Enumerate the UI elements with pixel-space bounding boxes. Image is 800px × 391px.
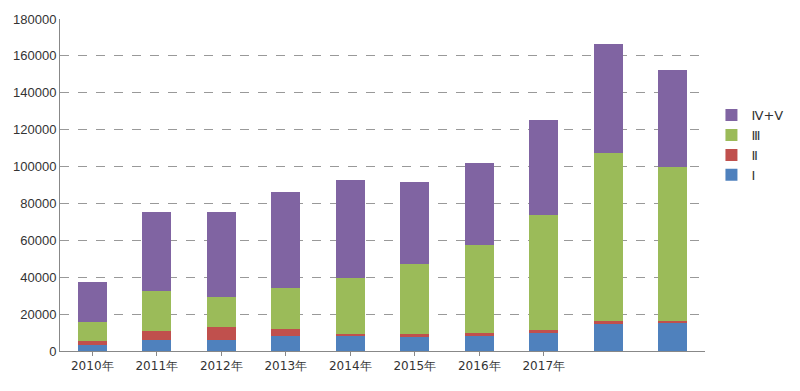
svg-text:180000: 180000 [13, 12, 56, 27]
svg-text:2013年: 2013年 [264, 359, 307, 373]
svg-text:Ⅱ: Ⅱ [751, 148, 757, 163]
svg-text:2011年: 2011年 [135, 359, 178, 373]
svg-text:100000: 100000 [13, 159, 56, 174]
svg-text:140000: 140000 [13, 85, 56, 100]
svg-text:120000: 120000 [13, 122, 56, 137]
svg-text:2014年: 2014年 [329, 359, 372, 373]
svg-text:0: 0 [49, 344, 56, 359]
svg-text:2016年: 2016年 [458, 359, 501, 373]
svg-text:2010年: 2010年 [71, 359, 114, 373]
svg-text:80000: 80000 [20, 196, 56, 211]
svg-text:2015年: 2015年 [393, 359, 436, 373]
svg-text:20000: 20000 [20, 307, 56, 322]
svg-text:40000: 40000 [20, 270, 56, 285]
svg-text:Ⅲ: Ⅲ [751, 128, 760, 143]
svg-text:Ⅳ+Ⅴ: Ⅳ+Ⅴ [751, 108, 783, 123]
svg-text:60000: 60000 [20, 233, 56, 248]
svg-text:2012年: 2012年 [200, 359, 243, 373]
svg-text:2017年: 2017年 [522, 359, 565, 373]
svg-text:160000: 160000 [13, 48, 56, 63]
svg-text:Ⅰ: Ⅰ [751, 168, 755, 183]
